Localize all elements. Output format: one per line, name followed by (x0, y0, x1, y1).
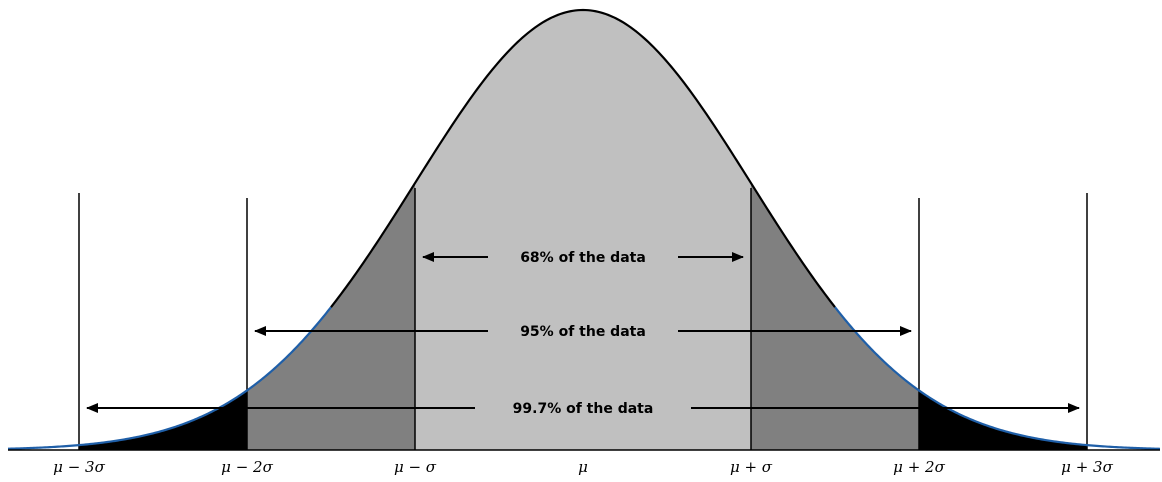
fill-right-2-3-sigma (919, 390, 1087, 450)
curve-center (330, 8, 836, 308)
bell-curve (7, 8, 1161, 450)
band-label: 95% of the data (520, 324, 646, 340)
curve-right-tail (834, 306, 1161, 450)
area-fills (79, 10, 1087, 450)
band-label: 99.7% of the data (513, 401, 654, 417)
tick-labels: μ − 3σ μ − 2σ μ − σ μ μ + σ μ + 2σ μ + 3σ (53, 458, 1113, 476)
tick-label: μ (578, 458, 588, 476)
curve-left-tail (7, 306, 332, 450)
band-2: 95% of the data (254, 324, 912, 340)
tick-label: μ + σ (730, 458, 773, 476)
band-3: 99.7% of the data (86, 401, 1080, 417)
tick-label: μ − 3σ (53, 458, 105, 476)
tick-label: μ − 2σ (221, 458, 273, 476)
tick-label: μ + 2σ (893, 458, 945, 476)
data-bands: 68% of the data 95% of the data 99.7% of t… (86, 250, 1080, 417)
tick-label: μ + 3σ (1061, 458, 1113, 476)
band-label: 68% of the data (520, 250, 646, 266)
fill-within-1-sigma (415, 10, 751, 450)
band-1: 68% of the data (422, 250, 744, 266)
tick-label: μ − σ (394, 458, 437, 476)
fill-left-2-3-sigma (79, 390, 247, 450)
